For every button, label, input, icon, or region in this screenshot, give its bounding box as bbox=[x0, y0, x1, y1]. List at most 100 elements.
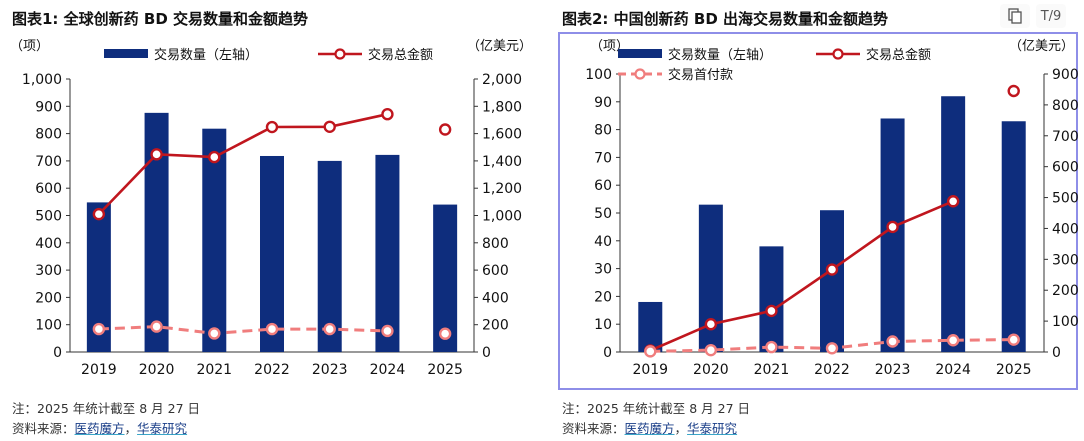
source-separator: ， bbox=[124, 421, 138, 436]
chart-1: 0 100 200 300 400 500 600 700 800 900 1,000 0 200 400… bbox=[10, 39, 532, 378]
bar-trade-count bbox=[880, 118, 905, 352]
right-tick-label: 1,800 bbox=[482, 99, 522, 115]
left-tick-label: 0 bbox=[603, 345, 612, 361]
left-tick-label: 40 bbox=[594, 234, 612, 250]
left-tick-label: 900 bbox=[35, 99, 62, 115]
marker-upfront bbox=[323, 322, 336, 336]
left-tick-label: 500 bbox=[35, 209, 62, 225]
marker-upfront bbox=[150, 320, 163, 333]
x-tick-label: 2021 bbox=[196, 362, 232, 378]
marker-upfront bbox=[704, 343, 718, 357]
bar-trade-count bbox=[941, 96, 966, 352]
marker-total bbox=[323, 120, 336, 133]
marker-upfront bbox=[265, 322, 279, 336]
marker-upfront bbox=[438, 327, 452, 340]
left-tick-label: 10 bbox=[594, 317, 612, 333]
left-tick-label: 100 bbox=[35, 318, 62, 334]
source-prefix: 资料来源： bbox=[12, 421, 75, 436]
right-axis-unit: （亿美元） bbox=[467, 39, 532, 54]
marker-total bbox=[825, 263, 839, 276]
marker-total bbox=[765, 304, 778, 318]
left-tick-label: 700 bbox=[35, 154, 62, 170]
right-tick-label: 400 bbox=[482, 290, 509, 306]
left-tick-label: 60 bbox=[594, 178, 612, 194]
left-tick-label: 80 bbox=[594, 123, 612, 139]
bar-trade-count bbox=[260, 155, 284, 352]
left-tick-label: 200 bbox=[35, 290, 62, 306]
page-indicator[interactable]: T/9 bbox=[1036, 4, 1066, 28]
left-tick-label: 50 bbox=[594, 206, 612, 222]
bar-trade-count bbox=[820, 210, 844, 352]
bar-trade-count bbox=[433, 204, 458, 352]
left-tick-label: 30 bbox=[594, 262, 612, 278]
right-tick-label: 600 bbox=[482, 263, 509, 279]
x-tick-label: 2019 bbox=[632, 362, 668, 378]
chart-1-source: 资料来源：医药魔方，华泰研究 bbox=[12, 418, 187, 437]
left-tick-label: 0 bbox=[53, 345, 62, 361]
series-line-total bbox=[97, 112, 388, 216]
chart-2-selection-frame bbox=[558, 32, 1078, 390]
bar-trade-count bbox=[1001, 121, 1026, 352]
legend-label: 交易数量（左轴） bbox=[154, 47, 258, 63]
right-tick-label: 1,400 bbox=[482, 154, 522, 170]
series-line-upfront bbox=[98, 325, 388, 335]
marker-total bbox=[92, 207, 106, 221]
legend-swatch-bar bbox=[618, 49, 662, 58]
right-tick-label: 0 bbox=[1052, 345, 1061, 361]
x-tick-label: 2020 bbox=[693, 362, 729, 378]
marker-upfront bbox=[644, 345, 657, 358]
x-tick-label: 2025 bbox=[427, 362, 463, 378]
source-link-yiyao[interactable]: 医药魔方 bbox=[624, 421, 675, 436]
x-tick-label: 2023 bbox=[875, 362, 911, 378]
figure-1-title: 图表1: 全球创新药 BD 交易数量和金额趋势 bbox=[12, 10, 308, 28]
source-separator: ， bbox=[674, 421, 688, 436]
legend-swatch-bar bbox=[104, 49, 148, 58]
right-tick-label: 500 bbox=[1052, 191, 1079, 207]
left-tick-label: 100 bbox=[585, 67, 612, 83]
marker-total bbox=[946, 195, 960, 208]
marker-upfront bbox=[381, 324, 394, 338]
marker-upfront bbox=[886, 335, 899, 348]
x-tick-label: 2024 bbox=[370, 362, 406, 378]
right-tick-label: 200 bbox=[1052, 283, 1079, 299]
right-tick-label: 600 bbox=[1052, 160, 1079, 176]
marker-total bbox=[886, 220, 899, 234]
marker-total bbox=[265, 120, 279, 134]
legend-label: 交易首付款 bbox=[668, 67, 733, 83]
bar-trade-count bbox=[638, 301, 663, 352]
marker-upfront bbox=[765, 340, 778, 354]
left-tick-label: 800 bbox=[35, 127, 62, 143]
bar-trade-count bbox=[375, 154, 400, 352]
left-tick-label: 1,000 bbox=[22, 72, 62, 88]
right-tick-label: 700 bbox=[1052, 129, 1079, 145]
x-tick-label: 2020 bbox=[139, 362, 175, 378]
marker-total bbox=[150, 148, 163, 161]
copy-icon[interactable] bbox=[1000, 4, 1030, 28]
x-tick-label: 2019 bbox=[81, 362, 117, 378]
source-prefix: 资料来源： bbox=[562, 421, 625, 436]
right-tick-label: 800 bbox=[1052, 98, 1079, 114]
right-tick-label: 2,000 bbox=[482, 72, 522, 88]
chart-2: 0 10 20 30 40 50 60 70 80 90 100 0 100 200 300 400 500 60… bbox=[585, 39, 1079, 378]
marker-upfront bbox=[92, 322, 106, 336]
left-tick-label: 70 bbox=[594, 150, 612, 166]
x-tick-label: 2024 bbox=[935, 362, 971, 378]
chart-2-source: 资料来源：医药魔方，华泰研究 bbox=[562, 418, 737, 437]
bar-trade-count bbox=[317, 160, 342, 352]
right-tick-label: 300 bbox=[1052, 252, 1079, 268]
source-link-huatai[interactable]: 华泰研究 bbox=[137, 421, 188, 436]
copy-icon-glyph bbox=[1008, 8, 1022, 24]
left-tick-label: 300 bbox=[35, 263, 62, 279]
marker-total bbox=[1007, 84, 1020, 98]
source-link-huatai[interactable]: 华泰研究 bbox=[687, 421, 738, 436]
right-tick-label: 1,000 bbox=[482, 209, 522, 225]
legend-swatch-marker bbox=[334, 48, 346, 60]
left-axis-unit: （项） bbox=[10, 39, 49, 54]
source-link-yiyao[interactable]: 医药魔方 bbox=[74, 421, 125, 436]
figure-2-title: 图表2: 中国创新药 BD 出海交易数量和金额趋势 bbox=[562, 10, 888, 28]
left-tick-label: 600 bbox=[35, 181, 62, 197]
marker-total bbox=[438, 123, 452, 136]
bar-trade-count bbox=[759, 246, 784, 352]
marker-upfront bbox=[825, 342, 839, 355]
x-tick-label: 2025 bbox=[996, 362, 1032, 378]
